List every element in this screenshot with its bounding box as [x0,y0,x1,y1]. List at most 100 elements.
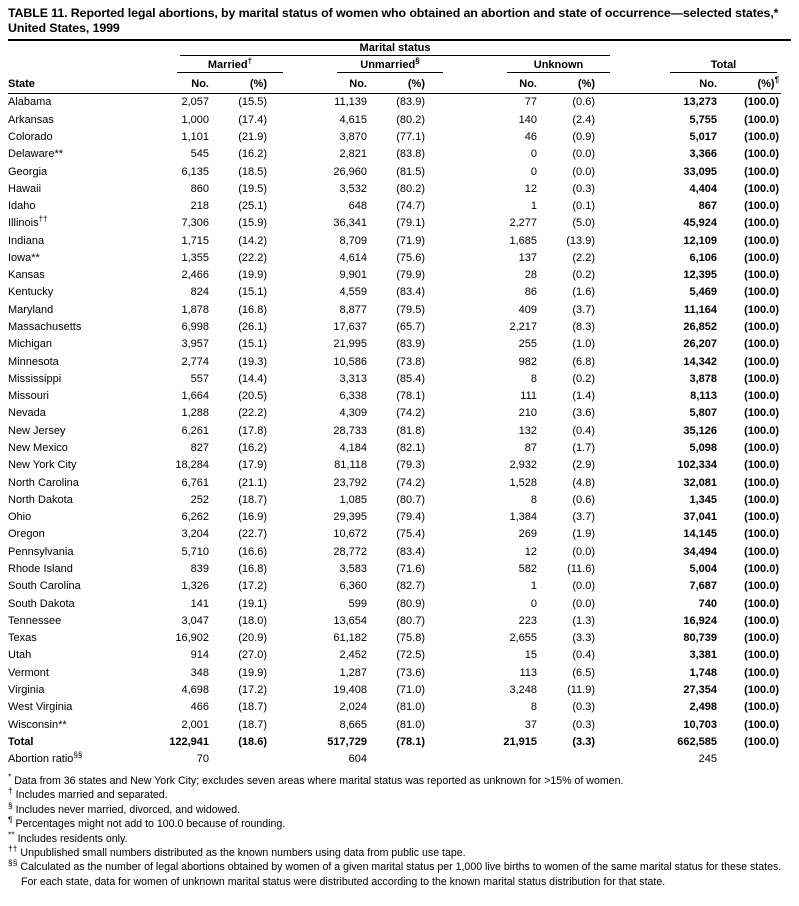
footnote: † Includes married and separated. [8,785,168,802]
column-header-total-no: No. [597,76,720,94]
cell-unmarried-no: 17,637 [333,321,367,334]
cell-unmarried-pct: (83.4) [396,286,425,299]
cell-married-no: 1,288 [181,407,209,420]
cell-unmarried-pct: (74.2) [396,476,425,489]
cell-unmarried-no: 604 [348,753,367,766]
table-row: Mississippi 557 (14.4) 3,313 (85.4) 8 (0.2) 3,8… [8,371,781,388]
cell-unknown-no: 0 [530,597,537,610]
state-cell: Mississippi [8,372,62,385]
table-row: Kentucky 824 (15.1) 4,559 (83.4) 86 (1.6) 5,469… [8,284,781,301]
cell-unmarried-pct: (79.1) [396,217,425,230]
cell-total-no: 3,366 [689,148,718,161]
state-cell: Minnesota [8,355,59,368]
cell-married-no: 3,047 [181,614,209,627]
footnotes: * Data from 36 states and New York City;… [8,772,791,889]
state-cell: New York City [8,459,77,472]
cell-married-pct: (22.7) [238,528,267,541]
cell-total-pct: (100.0) [744,562,780,575]
cell-unmarried-pct: (77.1) [396,130,425,143]
cell-married-pct: (27.0) [238,649,267,662]
column-header-unknown-pct: (%) [539,76,598,94]
table-row: Virginia 4,698 (17.2) 19,408 (71.0) 3,248 (11.… [8,682,781,699]
state-cell: Oregon [8,528,45,541]
cell-unknown-pct: (3.3) [572,632,596,645]
cell-total-pct: (100.0) [744,200,780,213]
cell-unknown-pct: (2.2) [572,251,596,264]
cell-unknown-no: 1,528 [509,476,537,489]
cell-unknown-pct: (6.8) [572,355,596,368]
state-cell: Massachusetts [8,321,82,334]
cell-married-no: 5,710 [181,545,209,558]
cell-married-pct: (17.2) [238,580,267,593]
cell-unknown-no: 223 [518,614,537,627]
state-cell: Abortion ratio§§ [8,750,83,766]
cell-unknown-pct [539,751,597,768]
cell-unmarried-pct: (72.5) [396,649,425,662]
cell-married-pct: (20.9) [238,632,267,645]
cell-unknown-pct: (0.0) [572,597,596,610]
cell-unmarried-no: 23,792 [333,476,367,489]
column-header-married-pct: (%) [211,76,269,94]
cell-unmarried-no: 11,139 [334,96,367,109]
cell-married-pct: (16.8) [238,303,267,316]
footnote: †† Unpublished small numbers distributed… [8,843,466,859]
cell-unknown-pct: (2.9) [572,459,596,472]
table-row: Total 122,941 (18.6) 517,729 (78.1) 21,915 (3.… [8,733,781,750]
cell-total-pct: (100.0) [744,459,780,472]
cell-married-pct: (16.9) [238,511,267,524]
cell-total-no: 27,354 [683,683,718,696]
column-header-total-pct: (%)¶ [719,76,782,94]
table-row: Georgia 6,135 (18.5) 26,960 (81.5) 0 (0.0) 33,0… [8,163,781,180]
table-row: North Dakota 252 (18.7) 1,085 (80.7) 8 (0.6) 1,… [8,491,781,508]
cell-unknown-pct: (3.3) [572,735,596,748]
cell-unmarried-no: 4,559 [339,286,367,299]
cell-unknown-pct: (3.7) [572,303,596,316]
cell-total-pct: (100.0) [744,424,780,437]
cell-total-pct: (100.0) [744,130,780,143]
table-row: Idaho 218 (25.1) 648 (74.7) 1 (0.1) 867 (100.0) [8,198,781,215]
cell-married-pct: (18.0) [238,614,267,627]
cell-married-no: 914 [190,649,209,662]
cell-unknown-no: 1,685 [509,234,537,247]
cell-married-pct: (21.1) [238,476,267,489]
cell-total-pct: (100.0) [744,701,780,714]
cell-total-pct: (100.0) [744,597,780,610]
cell-married-pct: (20.5) [238,390,267,403]
cell-married-no: 6,261 [181,424,209,437]
cell-unknown-pct: (0.3) [572,182,596,195]
cell-total-pct: (100.0) [744,407,780,420]
cell-married-pct: (15.5) [238,96,267,109]
cell-total-no: 8,113 [690,390,718,403]
cell-unmarried-pct: (75.8) [396,632,425,645]
cell-unmarried-no: 81,118 [334,459,367,472]
cell-unmarried-no: 4,615 [339,113,367,126]
state-cell: Kentucky [8,286,54,299]
cell-unmarried-pct: (80.2) [396,113,425,126]
table-row: New York City 18,284 (17.9) 81,118 (79.3) 2,9… [8,457,781,474]
cell-unknown-no: 111 [520,390,537,403]
cell-unmarried-no: 36,341 [333,217,367,230]
cell-married-pct: (16.2) [238,442,267,455]
cell-total-pct: (100.0) [744,493,780,506]
cell-total-no: 3,878 [689,372,718,385]
cell-married-no: 860 [190,182,209,195]
cell-unknown-pct: (1.4) [572,390,596,403]
table-row: North Carolina 6,761 (21.1) 23,792 (74.2) 1,5… [8,474,781,491]
cell-total-pct: (100.0) [744,718,780,731]
cell-married-no: 2,774 [181,355,209,368]
cell-total-no: 32,081 [683,476,718,489]
cell-total-no: 14,145 [683,528,718,541]
cell-married-pct: (17.8) [238,424,267,437]
cell-unknown-pct: (0.1) [572,200,596,213]
table-row: South Carolina 1,326 (17.2) 6,360 (82.7) 1 (0.… [8,578,781,595]
cell-total-no: 1,345 [689,493,718,506]
cell-unknown-pct: (0.6) [572,96,596,109]
cell-unmarried-pct: (79.3) [396,459,425,472]
cell-total-no: 2,498 [689,701,718,714]
state-cell: Missouri [8,390,49,403]
cell-total-no: 3,381 [689,649,718,662]
cell-unmarried-pct: (81.0) [396,701,425,714]
state-cell: Arkansas [8,113,54,126]
cell-total-pct: (100.0) [744,528,780,541]
state-cell: Total [8,735,34,748]
